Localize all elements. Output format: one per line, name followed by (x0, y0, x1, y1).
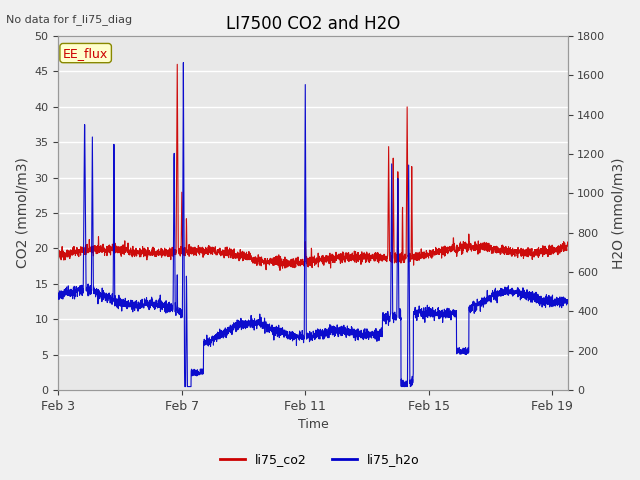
Y-axis label: CO2 (mmol/m3): CO2 (mmol/m3) (15, 157, 29, 268)
Legend: li75_co2, li75_h2o: li75_co2, li75_h2o (215, 448, 425, 471)
Text: No data for f_li75_diag: No data for f_li75_diag (6, 14, 132, 25)
Title: LI7500 CO2 and H2O: LI7500 CO2 and H2O (226, 15, 400, 33)
Y-axis label: H2O (mmol/m3): H2O (mmol/m3) (611, 157, 625, 269)
X-axis label: Time: Time (298, 419, 328, 432)
Text: EE_flux: EE_flux (63, 47, 108, 60)
